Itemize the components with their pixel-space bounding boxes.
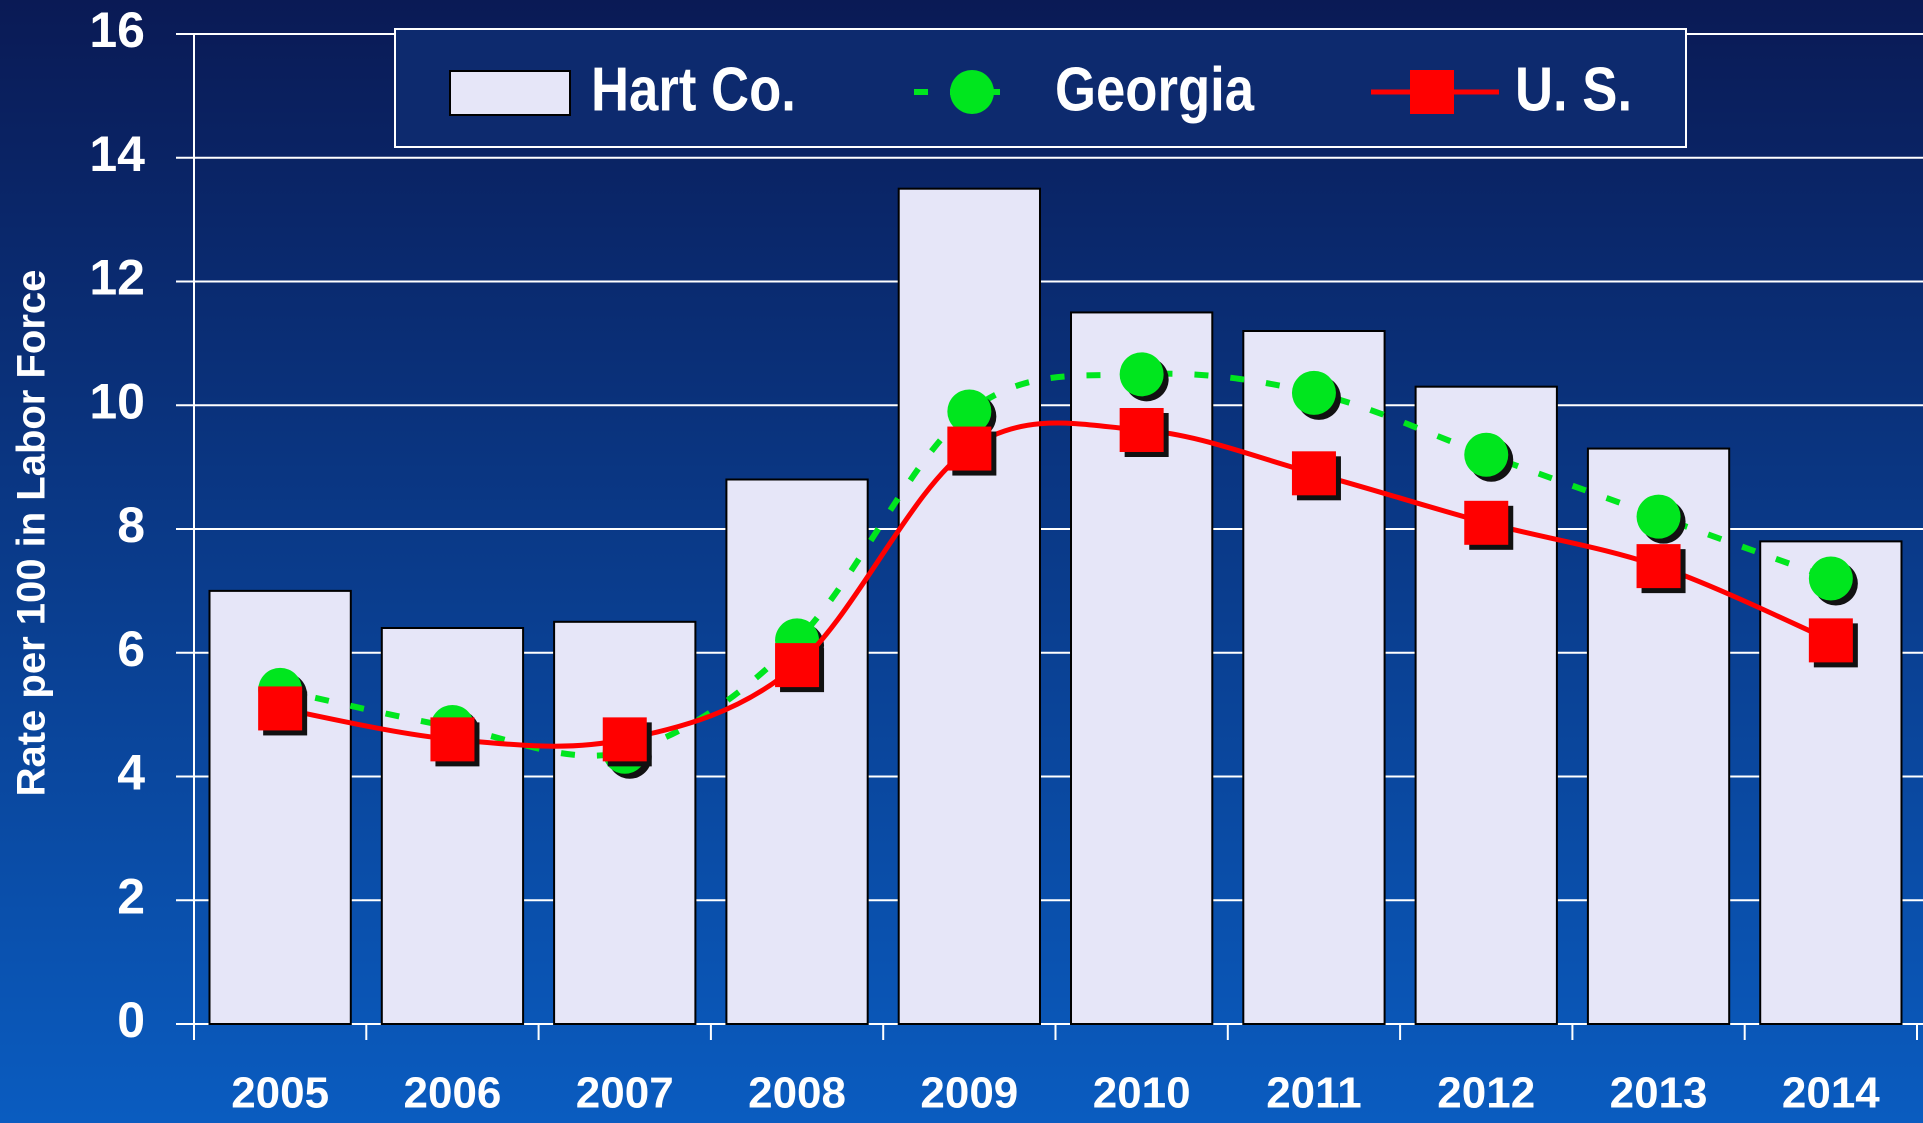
y-tick-label: 6 xyxy=(117,621,145,677)
legend-label: Hart Co. xyxy=(591,55,796,124)
marker xyxy=(1291,370,1336,415)
marker xyxy=(1119,408,1164,452)
y-tick-label: 8 xyxy=(117,497,145,553)
marker xyxy=(258,686,303,731)
marker xyxy=(1291,451,1336,496)
x-tick-label: 2011 xyxy=(1266,1069,1361,1118)
y-tick-label: 2 xyxy=(117,868,145,924)
x-tick-label: 2007 xyxy=(576,1069,674,1118)
bar xyxy=(897,187,1041,1025)
legend-swatch xyxy=(449,70,571,116)
bar xyxy=(1414,385,1558,1025)
marker xyxy=(602,717,647,762)
y-tick-label: 12 xyxy=(89,250,145,306)
marker xyxy=(1464,500,1509,545)
legend-box xyxy=(394,28,1687,148)
marker xyxy=(947,426,992,471)
bar xyxy=(380,627,525,1025)
y-tick-label: 10 xyxy=(89,373,145,429)
marker xyxy=(1808,618,1853,663)
x-tick-label: 2005 xyxy=(231,1069,329,1118)
y-axis-label: Rate per 100 in Labor Force xyxy=(10,270,54,797)
x-tick-label: 2012 xyxy=(1437,1069,1535,1118)
marker xyxy=(1636,494,1681,539)
marker xyxy=(1636,544,1681,589)
marker xyxy=(430,717,475,762)
x-tick-label: 2008 xyxy=(748,1069,846,1118)
x-tick-label: 2010 xyxy=(1093,1069,1191,1118)
y-tick-label: 0 xyxy=(117,992,145,1048)
bar xyxy=(1242,330,1386,1025)
x-tick-label: 2006 xyxy=(404,1069,502,1118)
x-tick-label: 2009 xyxy=(920,1069,1018,1118)
marker xyxy=(1119,352,1164,397)
y-tick-label: 16 xyxy=(89,2,145,58)
marker xyxy=(1464,432,1509,477)
legend-marker xyxy=(950,70,994,114)
y-tick-label: 14 xyxy=(89,126,145,182)
marker xyxy=(947,389,992,434)
marker xyxy=(775,643,820,688)
series-line xyxy=(279,420,1832,749)
series-line xyxy=(279,370,1832,759)
x-tick-label: 2013 xyxy=(1610,1069,1708,1118)
bar xyxy=(725,478,869,1025)
y-tick-label: 4 xyxy=(117,745,145,801)
bar xyxy=(208,589,352,1025)
x-tick-label: 2014 xyxy=(1782,1069,1880,1118)
bar xyxy=(1759,540,1903,1025)
marker xyxy=(1808,556,1853,601)
legend-label: Georgia xyxy=(1055,55,1255,124)
legend-marker xyxy=(1410,70,1454,114)
legend-label: U. S. xyxy=(1515,55,1632,124)
bar xyxy=(553,620,697,1025)
